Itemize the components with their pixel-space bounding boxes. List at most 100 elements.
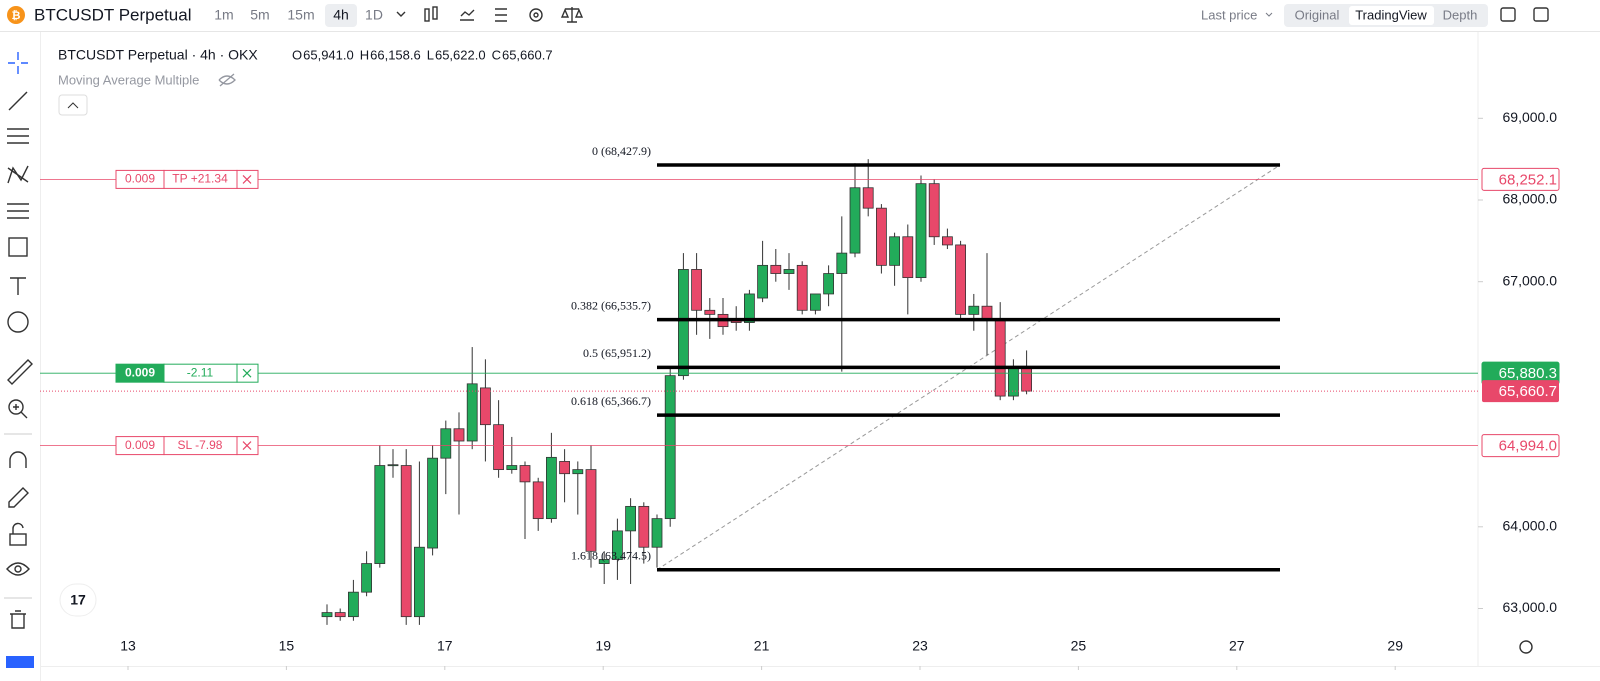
candle-body [902, 236, 914, 279]
fullscreen-icon[interactable] [1533, 7, 1549, 22]
position-pnl: SL -7.98 [178, 438, 223, 452]
ohlc-key: L [427, 47, 434, 62]
interval-active [325, 4, 357, 27]
emoji-tool[interactable] [7, 311, 29, 333]
candle-body [836, 252, 848, 274]
line-tool[interactable] [8, 91, 28, 111]
candle-body [413, 546, 425, 618]
position-close [242, 174, 252, 184]
fib-tool[interactable] [7, 203, 29, 219]
x-tick-label: 29 [1387, 638, 1403, 654]
candle-body [400, 465, 412, 618]
ohlc-value: 66,158.6 [370, 47, 421, 62]
candle-icon[interactable] [424, 8, 430, 22]
price-mode-caret [1265, 12, 1273, 17]
candle-body [387, 464, 399, 467]
ohlc: O 65,941.0 H 66,158.6 L 65,622.0 C 65,660.7 [292, 47, 553, 62]
magnet-tool[interactable] [9, 451, 27, 468]
position-price: 64,994.0 [1499, 438, 1557, 455]
candle-body [968, 305, 980, 315]
indicator-name: Moving Average Multiple [58, 72, 199, 87]
position-pnl: TP +21.34 [172, 172, 228, 186]
candle-body [704, 309, 716, 315]
trash-tool[interactable] [10, 610, 26, 629]
symbol[interactable]: BTCUSDT Perpetual [34, 5, 191, 24]
fib-label: 0.618 (65,366.7) [571, 394, 651, 408]
interval[interactable]: 1D [365, 7, 383, 23]
coin-glyph: ₿ [12, 10, 21, 22]
y-tick-label: 69,000.0 [1503, 109, 1558, 125]
candle-body [361, 563, 373, 593]
candle-body [466, 383, 478, 442]
candle-body [532, 481, 544, 520]
interval[interactable]: 1m [214, 7, 233, 23]
pattern-tool[interactable] [7, 165, 29, 184]
x-tick-label: 25 [1071, 638, 1087, 654]
window-icon[interactable] [1500, 7, 1516, 22]
x-tick-label: 23 [912, 638, 928, 654]
candle-body [334, 612, 346, 618]
candle-body [453, 428, 465, 442]
view[interactable]: Depth [1443, 7, 1478, 22]
text-tool[interactable] [10, 277, 26, 295]
collapse-legend[interactable] [58, 94, 88, 116]
candle-body [546, 456, 557, 520]
x-tick-label: 27 [1229, 638, 1245, 654]
pen-tool[interactable] [8, 487, 29, 508]
view[interactable]: TradingView [1355, 7, 1427, 22]
candle-body [796, 264, 808, 311]
toolbar-icons [424, 6, 584, 23]
price-mode[interactable]: Last price [1201, 7, 1257, 22]
candle-body [691, 269, 702, 311]
view-active [1349, 6, 1434, 25]
last-price-box [1482, 380, 1559, 403]
axis-settings[interactable] [1519, 640, 1533, 654]
views: Original TradingView Depth [1295, 6, 1478, 25]
candle-body [678, 269, 689, 377]
x-tick-label: 21 [754, 638, 770, 654]
candle-body [440, 428, 452, 459]
eye-tool[interactable] [6, 562, 30, 576]
candle-body [889, 236, 900, 266]
candle-body [823, 273, 834, 295]
layout-icon[interactable] [495, 8, 507, 22]
position-qty: 0.009 [125, 365, 155, 379]
x-tick-label: 17 [437, 638, 453, 654]
candle-body [942, 236, 953, 246]
interval[interactable]: 15m [287, 7, 314, 23]
position-price-box [1481, 167, 1560, 191]
fib-label: 0.5 (65,951.2) [583, 346, 651, 360]
lock-tool[interactable] [9, 533, 27, 546]
tv-logo [59, 583, 97, 617]
shape-tool[interactable] [8, 237, 28, 257]
candle-body [981, 305, 993, 319]
candle-body [612, 530, 623, 560]
candle-body [506, 465, 518, 471]
candle-body [559, 461, 570, 475]
fib-label: 1.618 (63,474.5) [571, 548, 651, 562]
position-qty: 0.009 [125, 172, 155, 186]
tv-logo-text: 17 [70, 592, 86, 608]
candle-body [374, 465, 386, 564]
compare-icon[interactable] [560, 7, 584, 23]
ruler-tool[interactable] [7, 359, 33, 385]
cross-tool[interactable] [8, 52, 28, 74]
ohlc-key: H [360, 47, 369, 62]
collapse-tab[interactable] [6, 656, 34, 668]
position-close [242, 441, 252, 451]
interval-menu[interactable] [396, 11, 406, 17]
y-tick-label: 67,000.0 [1503, 272, 1558, 288]
x-tick-label: 15 [279, 638, 295, 654]
settings-icon[interactable] [529, 8, 543, 22]
indicator-hidden-icon[interactable] [218, 73, 236, 87]
candle-body [585, 469, 597, 552]
candle-body [1021, 367, 1032, 392]
interval[interactable]: 5m [250, 7, 269, 23]
indicator-icon[interactable] [460, 9, 475, 21]
interval[interactable]: 4h [333, 7, 349, 23]
view[interactable]: Original [1295, 7, 1340, 22]
zoom-tool[interactable] [8, 399, 24, 415]
channel-tool[interactable] [7, 128, 29, 144]
fib-label: 0.382 (66,535.7) [571, 298, 651, 312]
